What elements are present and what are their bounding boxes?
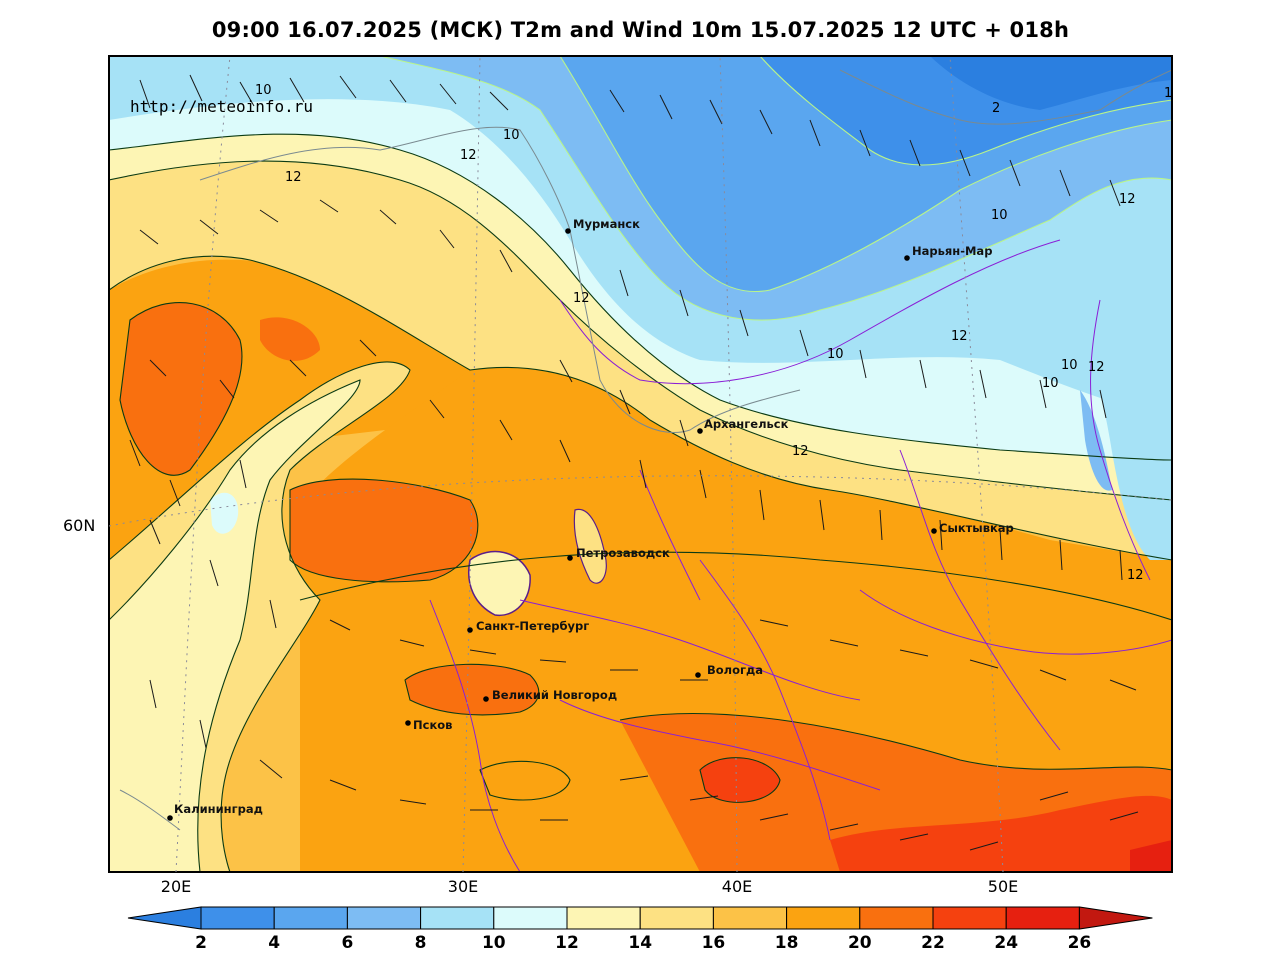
contour-label: 10 [255, 83, 272, 98]
colorbar-tick-label: 6 [341, 933, 353, 953]
contour-label: 12 [1119, 192, 1136, 207]
contour-labels: 10 10 12 12 2 10 12 12 10 12 12 10 12 10… [255, 83, 1172, 583]
colorbar-high-arrow [1078, 906, 1153, 930]
colorbar-tick-label: 14 [628, 933, 652, 953]
lat-label: 60N [63, 516, 95, 535]
colorbar-bin [420, 906, 495, 930]
colorbar-bin [346, 906, 422, 930]
city-vologda[interactable]: Вологда [695, 663, 763, 678]
colorbar-bin [859, 906, 934, 930]
city-dot [904, 255, 910, 261]
map-frame [108, 55, 1173, 873]
colorbar-low-arrow [127, 906, 202, 930]
colorbar-bin [639, 906, 714, 930]
city-syktyvkar[interactable]: Сыктывкар [931, 521, 1014, 535]
source-url: http://meteoinfo.ru [130, 97, 313, 116]
contour-label: 12 [285, 170, 302, 185]
colorbar-tick-label: 22 [921, 933, 945, 953]
city-label: Санкт-Петербург [476, 619, 589, 633]
contour-label: 10 [503, 128, 520, 143]
contour-label: 12 [573, 291, 590, 306]
lon-label: 20E [161, 877, 191, 896]
graticule [109, 56, 1172, 872]
colorbar-bin [273, 906, 348, 930]
page-title: 09:00 16.07.2025 (МСК) T2m and Wind 10m … [211, 18, 1070, 42]
colorbar-tick-label: 2 [195, 933, 207, 953]
city-dot [483, 696, 489, 702]
contour-label: 10 [1042, 376, 1059, 391]
city-dot [467, 627, 473, 633]
colorbar-bin [712, 906, 788, 930]
city-label: Мурманск [573, 217, 640, 231]
city-label: Калининград [174, 802, 263, 816]
colorbar-tick-label: 18 [775, 933, 799, 953]
city-dot [567, 555, 573, 561]
colorbar-bin [200, 906, 275, 930]
country-borders [429, 239, 1172, 872]
city-label: Вологда [707, 663, 763, 677]
wind-barbs [129, 74, 1139, 851]
colorbar-bin [493, 906, 568, 930]
city-kaliningrad[interactable]: Калининград [167, 802, 263, 821]
colorbar-tick-label: 16 [702, 933, 726, 953]
contour-label: 2 [992, 101, 1000, 116]
cold-isolines [379, 56, 1172, 321]
contour-label: 12 [792, 444, 809, 459]
contour-label: 10 [991, 208, 1008, 223]
city-label: Сыктывкар [939, 521, 1014, 535]
colorbar-tick-label: 12 [555, 933, 579, 953]
contour-lines [109, 133, 1172, 872]
city-label: Нарьян-Мар [912, 244, 992, 258]
city-dot [565, 228, 571, 234]
colorbar-tick-label: 20 [848, 933, 872, 953]
contour-label: 1 [1164, 86, 1172, 101]
city-murmansk[interactable]: Мурманск [565, 217, 640, 234]
colorbar-tick-label: 8 [415, 933, 427, 953]
contour-label: 12 [1088, 360, 1105, 375]
city-veliky-novgorod[interactable]: Великий Новгород [483, 688, 617, 702]
city-label: Архангельск [704, 417, 789, 431]
contour-label: 10 [1061, 358, 1078, 373]
colorbar-bin [786, 906, 861, 930]
lon-label: 30E [448, 877, 478, 896]
city-label: Великий Новгород [492, 688, 617, 702]
city-label: Псков [413, 718, 452, 732]
city-dot [931, 528, 937, 534]
city-petrozavodsk[interactable]: Петрозаводск [567, 546, 670, 561]
colorbar-bin [932, 906, 1007, 930]
contour-label: 10 [827, 347, 844, 362]
city-markers: Мурманск Нарьян-Мар Архангельск Сыктывка… [167, 217, 1014, 821]
city-dot [167, 815, 173, 821]
axis-labels: 20E 30E 40E 50E 60N [63, 516, 1018, 896]
colorbar: 2 4 6 8 10 12 14 16 18 20 22 24 26 [127, 906, 1153, 953]
colorbar-tick-label: 26 [1068, 933, 1092, 953]
city-naryan-mar[interactable]: Нарьян-Мар [904, 244, 992, 261]
city-label: Петрозаводск [576, 546, 670, 560]
city-dot [405, 720, 411, 726]
city-saint-petersburg[interactable]: Санкт-Петербург [467, 619, 589, 633]
colorbar-bin [566, 906, 641, 930]
city-pskov[interactable]: Псков [405, 718, 452, 732]
city-dot [695, 672, 701, 678]
contour-label: 12 [951, 329, 968, 344]
colorbar-tick-label: 24 [994, 933, 1018, 953]
contour-label: 12 [1127, 568, 1144, 583]
colorbar-tick-label: 10 [482, 933, 506, 953]
city-arkhangelsk[interactable]: Архангельск [697, 417, 789, 434]
city-dot [697, 428, 703, 434]
lon-label: 40E [722, 877, 752, 896]
colorbar-bin [1005, 906, 1080, 930]
colorbar-tick-label: 4 [268, 933, 280, 953]
contour-label: 12 [460, 148, 477, 163]
lon-label: 50E [988, 877, 1018, 896]
